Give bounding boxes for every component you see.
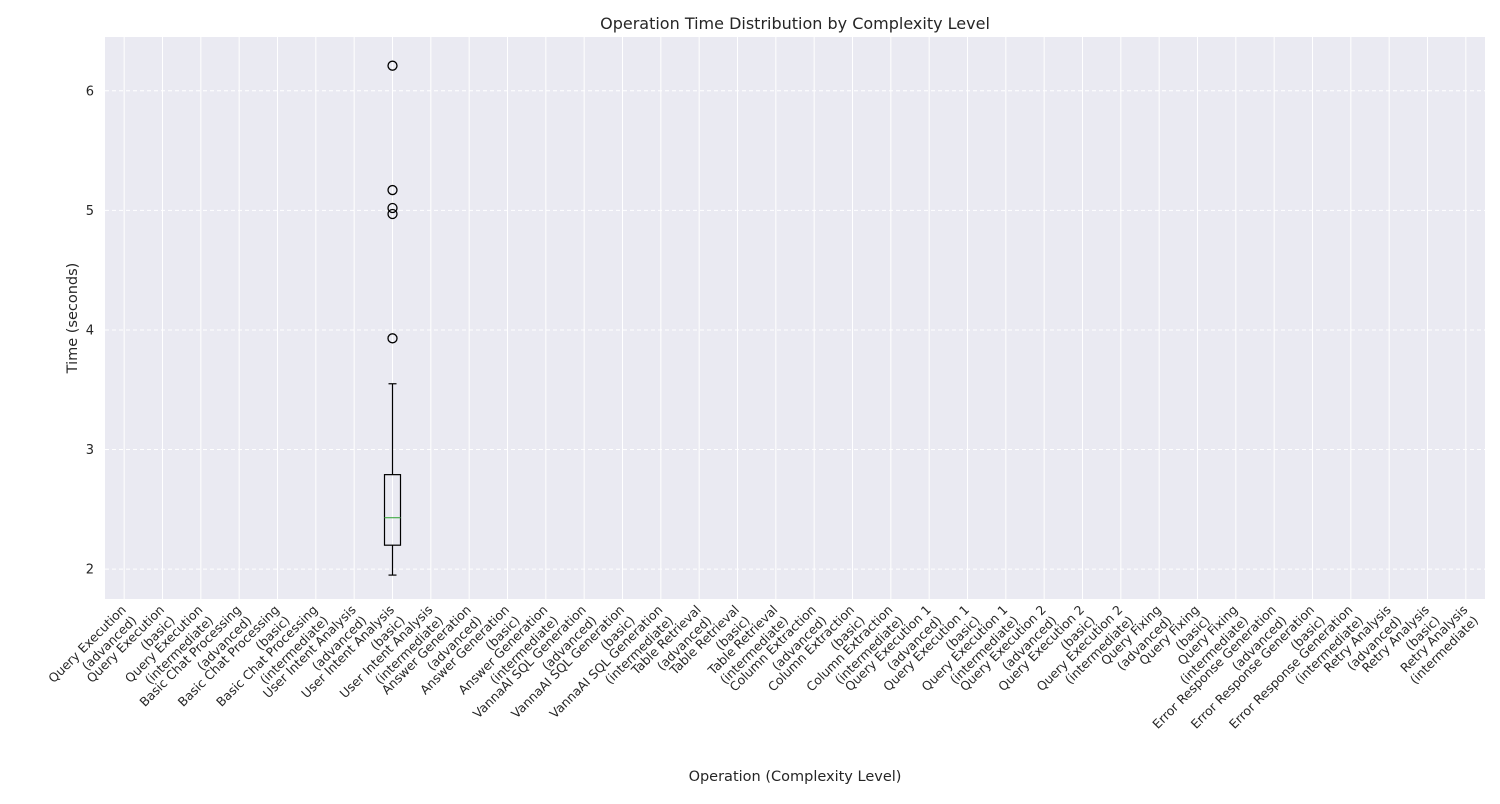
box-group — [383, 60, 402, 576]
grid-layer — [105, 37, 1485, 599]
iqr-box — [383, 474, 402, 546]
y-axis-title: Time (seconds) — [65, 263, 81, 375]
x-tick-labels: Query Execution(advanced)Query Execution… — [45, 602, 1481, 732]
outlier-point — [387, 208, 398, 220]
x-axis-title: Operation (Complexity Level) — [689, 769, 902, 785]
y-tick-labels: 2 3 4 5 6 — [86, 84, 94, 577]
outlier-point — [387, 184, 398, 196]
y-tick-label: 2 — [86, 563, 94, 578]
outlier-point — [387, 60, 398, 71]
y-tick-label: 4 — [86, 323, 94, 338]
y-tick-label: 6 — [86, 84, 94, 99]
outlier-point — [387, 202, 398, 214]
y-tick-label: 5 — [86, 204, 94, 219]
y-tick-label: 3 — [86, 443, 94, 458]
box-layer — [383, 60, 402, 576]
chart-title: Operation Time Distribution by Complexit… — [600, 14, 990, 33]
outlier-point — [387, 333, 398, 344]
plot-area-background — [105, 37, 1485, 599]
